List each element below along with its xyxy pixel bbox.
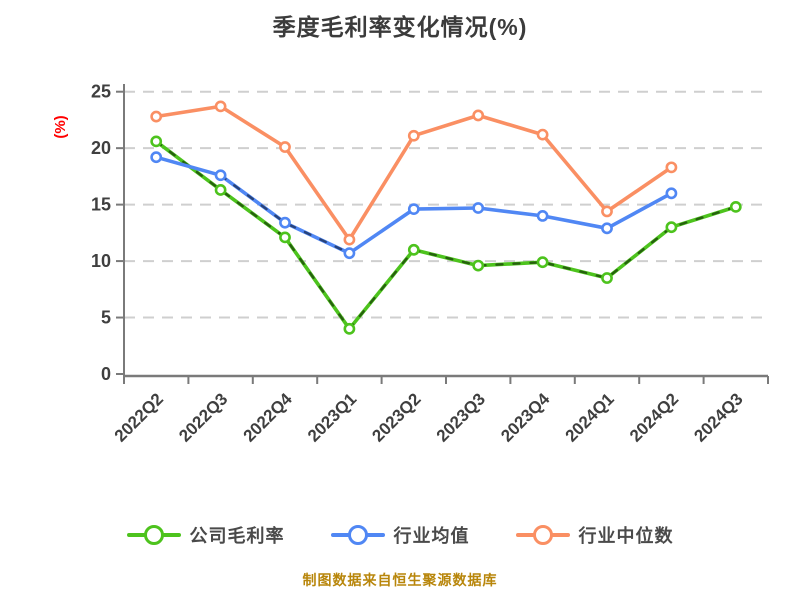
legend-item-company-gross-margin[interactable]: 公司毛利率 [126,522,285,548]
data-point-行业均值-2023Q4[interactable] [536,210,549,222]
legend-label-company-gross-margin: 公司毛利率 [189,526,285,546]
y-tick-label-0: 0 [101,364,111,384]
x-label-2023Q2: 2023Q2 [368,389,424,445]
data-point-行业中位数-2023Q3[interactable] [472,109,485,122]
data-point-公司毛利率-2023Q3[interactable] [472,259,485,272]
x-label-2022Q2: 2022Q2 [111,389,167,445]
x-label-2023Q3: 2023Q3 [433,389,489,445]
y-tick-label-15: 15 [91,195,111,215]
data-point-公司毛利率-2022Q4[interactable] [279,231,291,244]
legend-label-industry-average: 行业均值 [393,526,470,546]
data-point-行业中位数-2022Q2[interactable] [150,110,163,123]
data-point-行业均值-2024Q1[interactable] [601,222,613,235]
legend-item-industry-average[interactable]: 行业均值 [330,522,470,548]
x-label-2022Q3: 2022Q3 [175,389,231,445]
data-point-行业均值-2024Q2[interactable] [665,187,678,200]
data-point-公司毛利率-2022Q2[interactable] [150,135,163,148]
data-point-行业中位数-2022Q4[interactable] [279,141,291,153]
series-dash-overlay-公司毛利率 [154,140,737,331]
series-line-公司毛利率 [154,139,738,331]
data-point-行业中位数-2023Q1[interactable] [343,233,356,246]
y-tick-label-20: 20 [91,138,111,158]
data-point-行业中位数-2023Q4[interactable] [536,128,549,141]
data-point-行业中位数-2024Q2[interactable] [665,161,678,174]
series-line-行业中位数 [154,104,674,242]
data-point-公司毛利率-2023Q2[interactable] [407,243,420,256]
data-point-行业均值-2022Q2[interactable] [150,151,163,164]
data-point-行业中位数-2024Q1[interactable] [601,205,613,218]
legend-marker-orange-icon [515,523,570,547]
data-source-note: 制图数据来自恒生聚源数据库 [302,572,498,588]
x-label-2024Q1: 2024Q1 [562,389,618,445]
x-label-2024Q2: 2024Q2 [626,389,682,445]
data-point-公司毛利率-2022Q3[interactable] [214,184,227,196]
x-label-2023Q4: 2023Q4 [497,389,554,446]
y-tick-label-10: 10 [91,251,111,271]
y-tick-label-25: 25 [91,82,111,102]
chart-plot-area: 0 5 10 15 20 25 2022Q2 2022Q3 2022Q4 2023Q1 2023Q2… [91,82,769,446]
x-label-2024Q3: 2024Q3 [690,389,746,445]
data-point-行业均值-2022Q3[interactable] [214,169,227,182]
legend-marker-green-icon [126,523,181,547]
data-point-公司毛利率-2024Q3[interactable] [729,200,742,213]
data-point-行业均值-2023Q2[interactable] [407,203,420,216]
data-point-公司毛利率-2023Q1[interactable] [343,322,356,335]
chart-title: 季度毛利率变化情况(%) [272,14,528,40]
data-point-公司毛利率-2024Q2[interactable] [665,221,678,234]
x-label-2023Q1: 2023Q1 [304,389,360,445]
data-point-行业中位数-2023Q2[interactable] [407,129,420,142]
data-point-行业均值-2023Q3[interactable] [472,202,485,214]
data-point-行业均值-2023Q1[interactable] [343,247,356,260]
legend-item-industry-median[interactable]: 行业中位数 [515,522,674,548]
x-label-2022Q4: 2022Q4 [240,389,297,446]
data-point-公司毛利率-2024Q1[interactable] [601,272,613,284]
legend-label-industry-median: 行业中位数 [578,526,674,546]
data-point-行业均值-2022Q4[interactable] [279,216,291,229]
data-point-公司毛利率-2023Q4[interactable] [536,256,549,269]
y-tick-label-5: 5 [101,308,111,328]
data-point-行业中位数-2022Q3[interactable] [214,100,227,113]
legend: 公司毛利率 行业均值 行业中位数 [0,522,800,548]
legend-marker-blue-icon [330,523,385,547]
